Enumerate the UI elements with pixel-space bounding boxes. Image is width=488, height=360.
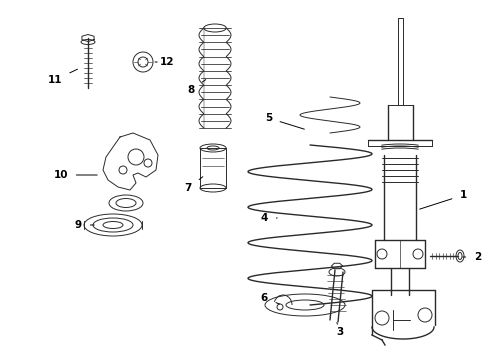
Text: 2: 2 — [462, 252, 480, 262]
Text: 1: 1 — [419, 190, 467, 209]
Text: 7: 7 — [184, 177, 203, 193]
Text: 6: 6 — [260, 293, 279, 304]
Text: 12: 12 — [155, 57, 174, 67]
Text: 9: 9 — [75, 220, 94, 230]
Text: 3: 3 — [336, 323, 343, 337]
Text: 11: 11 — [47, 69, 77, 85]
Text: 5: 5 — [264, 113, 304, 129]
Text: 8: 8 — [187, 80, 205, 95]
Text: 4: 4 — [260, 213, 277, 223]
Text: 10: 10 — [53, 170, 97, 180]
